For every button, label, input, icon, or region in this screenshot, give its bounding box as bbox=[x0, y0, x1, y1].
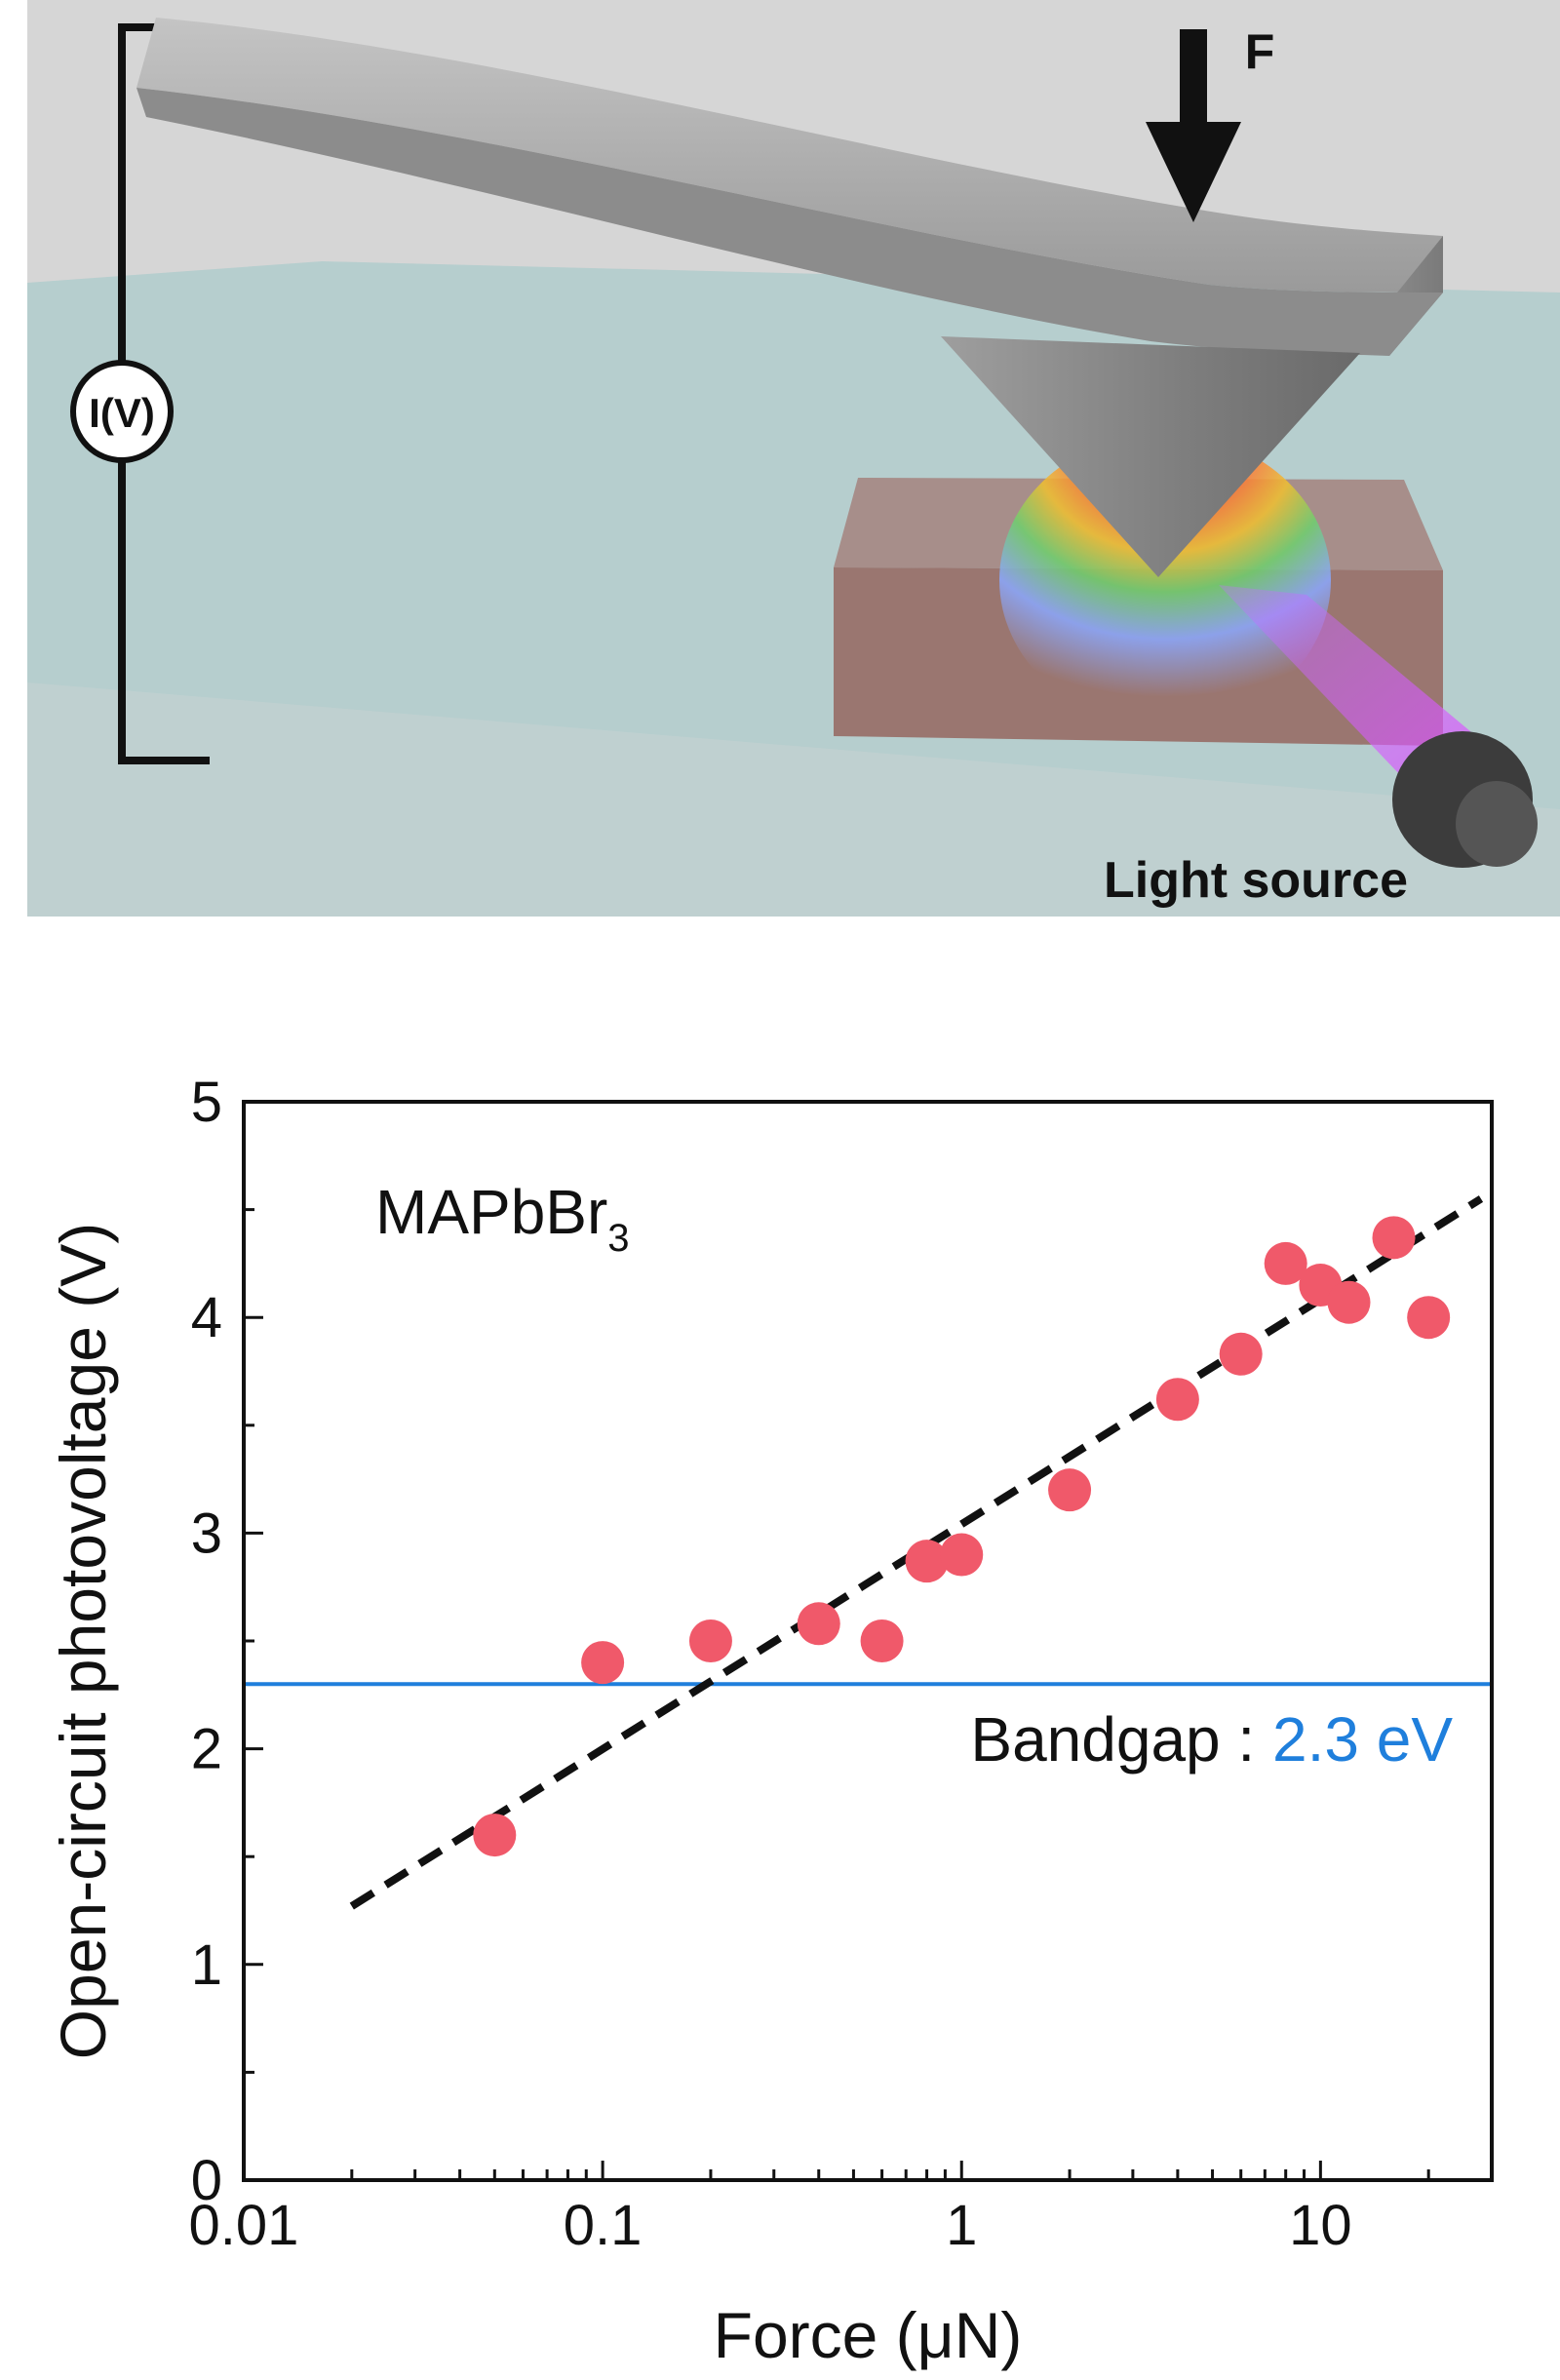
substrate-shade bbox=[27, 683, 1560, 917]
force-label: F bbox=[1245, 24, 1275, 79]
data-point bbox=[940, 1533, 984, 1577]
data-point bbox=[860, 1619, 904, 1662]
data-point bbox=[1327, 1280, 1371, 1324]
light-source-label: Light source bbox=[1104, 852, 1408, 909]
data-point bbox=[1264, 1241, 1307, 1285]
data-point bbox=[688, 1619, 732, 1662]
y-tick-label: 2 bbox=[191, 1718, 222, 1781]
fit-line bbox=[349, 1195, 1484, 1910]
data-point bbox=[1219, 1332, 1263, 1376]
x-tick-label: 0.01 bbox=[189, 2194, 299, 2257]
data-point bbox=[797, 1602, 840, 1646]
sample-label: MAPbBr3 bbox=[375, 1177, 630, 1260]
y-tick-label: 1 bbox=[191, 1933, 222, 1997]
bandgap-label: Bandgap : 2.3 eV bbox=[970, 1704, 1453, 1775]
data-point bbox=[1048, 1468, 1092, 1512]
x-tick-label: 10 bbox=[1289, 2194, 1352, 2257]
bandgap-label-value: 2.3 eV bbox=[1272, 1704, 1453, 1775]
x-tick-label: 1 bbox=[946, 2194, 977, 2257]
light-source-icon bbox=[1392, 731, 1538, 868]
afm-tip bbox=[941, 336, 1360, 577]
data-point bbox=[1407, 1296, 1451, 1340]
y-tick-label: 5 bbox=[191, 1071, 222, 1134]
x-axis-title: Force (μN) bbox=[714, 2299, 1023, 2371]
force-arrow-icon bbox=[1146, 29, 1241, 222]
data-point bbox=[1155, 1378, 1199, 1422]
photoexcitation-region bbox=[999, 434, 1331, 726]
afm-schematic: I(V) Light source F bbox=[27, 0, 1560, 917]
circuit-wire bbox=[118, 23, 210, 764]
data-point bbox=[581, 1641, 625, 1685]
cantilever bbox=[136, 18, 1443, 356]
y-tick-label: 3 bbox=[191, 1502, 222, 1565]
sample-label-main: MAPbBr bbox=[375, 1177, 607, 1247]
x-tick-label: 0.1 bbox=[564, 2194, 643, 2257]
y-tick-label: 0 bbox=[191, 2149, 222, 2212]
photovoltage-chart: 0 1 2 3 4 5 0.01 0.1 1 10 Force (μN) Open-circuit p… bbox=[47, 1071, 1494, 2371]
y-tick-label: 4 bbox=[191, 1286, 222, 1349]
sample-label-subscript: 3 bbox=[607, 1217, 629, 1260]
bandgap-label-prefix: Bandgap : bbox=[970, 1704, 1272, 1775]
y-axis-title: Open-circuit photovoltage (V) bbox=[47, 1223, 119, 2059]
current-meter: I(V) bbox=[70, 360, 174, 463]
current-meter-label: I(V) bbox=[89, 390, 155, 436]
data-point bbox=[905, 1540, 949, 1583]
data-point bbox=[1372, 1216, 1416, 1260]
light-beam bbox=[1219, 585, 1482, 800]
data-point bbox=[473, 1814, 517, 1857]
